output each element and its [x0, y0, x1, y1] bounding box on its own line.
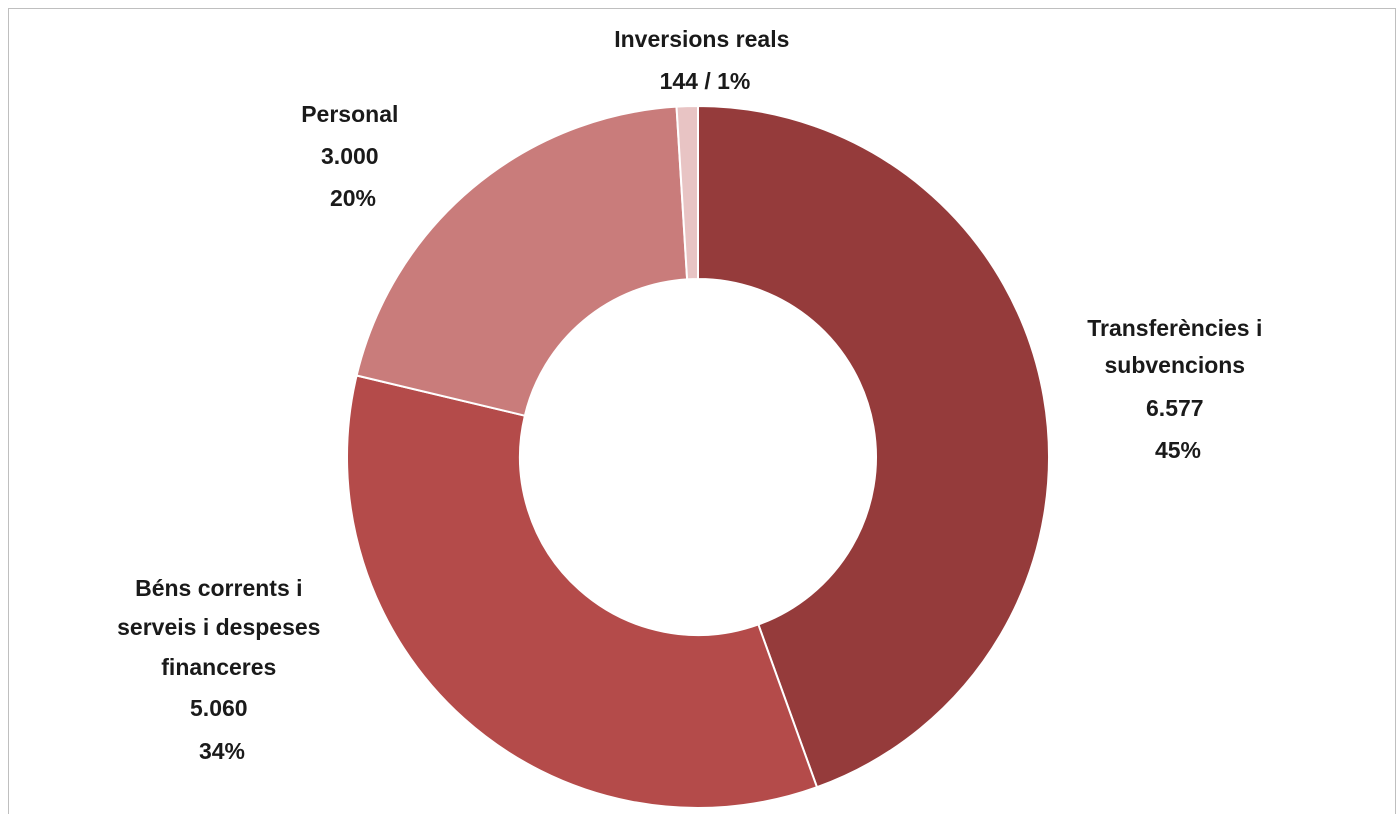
slice-personal [355, 105, 689, 417]
label-personal-value: 3.000 [321, 143, 379, 169]
slice-inversions [675, 104, 699, 281]
label-inversions-line1: Inversions reals [614, 26, 789, 52]
label-personal: Personal 3.000 20% [301, 101, 405, 211]
label-transferencies: Transferències i subvencions 6.577 45% [1087, 315, 1269, 463]
slice-transferencies [697, 104, 1050, 789]
label-personal-line1: Personal [301, 101, 398, 127]
label-inversions-value: 144 / 1% [660, 68, 751, 94]
label-transferencies-line2: subvencions [1105, 352, 1246, 378]
donut-slices [346, 104, 1050, 809]
label-inversions: Inversions reals 144 / 1% [614, 26, 796, 94]
label-transferencies-line1: Transferències i [1087, 315, 1262, 341]
label-bens-value: 5.060 [190, 695, 248, 721]
label-personal-percent: 20% [330, 185, 376, 211]
label-bens-line3: financeres [161, 654, 276, 680]
label-bens: Béns corrents i serveis i despeses finan… [117, 575, 327, 764]
label-bens-line2: serveis i despeses [117, 614, 320, 640]
label-transferencies-percent: 45% [1155, 437, 1201, 463]
label-bens-percent: 34% [199, 738, 245, 764]
slice-bens [346, 374, 819, 809]
label-bens-line1: Béns corrents i [135, 575, 302, 601]
label-transferencies-value: 6.577 [1146, 395, 1204, 421]
